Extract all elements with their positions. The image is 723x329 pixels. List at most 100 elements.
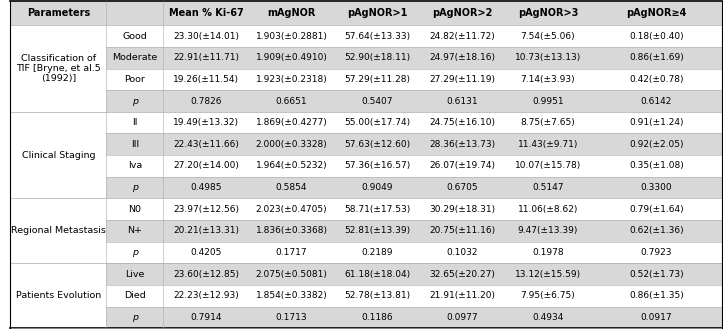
Text: mAgNOR: mAgNOR <box>268 8 316 18</box>
Bar <box>106 198 163 220</box>
Bar <box>591 112 722 134</box>
Bar <box>106 1 163 25</box>
Text: 52.78(±13.81): 52.78(±13.81) <box>344 291 410 300</box>
Bar <box>249 25 334 47</box>
Text: 0.4934: 0.4934 <box>532 313 563 322</box>
Text: 58.71(±17.53): 58.71(±17.53) <box>344 205 410 214</box>
Bar <box>334 47 420 68</box>
Text: 8.75(±7.65): 8.75(±7.65) <box>521 118 576 127</box>
Text: 13.12(±15.59): 13.12(±15.59) <box>515 270 581 279</box>
Text: 0.9049: 0.9049 <box>362 183 393 192</box>
Text: 0.5147: 0.5147 <box>532 183 564 192</box>
Bar <box>106 177 163 198</box>
Bar <box>106 264 163 285</box>
Bar <box>10 198 106 264</box>
Bar <box>505 285 591 307</box>
Text: 2.075(±0.5081): 2.075(±0.5081) <box>256 270 328 279</box>
Text: 19.49(±13.32): 19.49(±13.32) <box>173 118 239 127</box>
Text: 0.6131: 0.6131 <box>447 96 478 106</box>
Text: 0.35(±1.08): 0.35(±1.08) <box>629 162 684 170</box>
Text: 19.26(±11.54): 19.26(±11.54) <box>173 75 239 84</box>
Bar <box>106 90 163 112</box>
Text: 0.86(±1.69): 0.86(±1.69) <box>629 53 684 62</box>
Bar <box>249 134 334 155</box>
Bar <box>505 1 591 25</box>
Text: 52.81(±13.39): 52.81(±13.39) <box>344 226 410 236</box>
Text: 0.6651: 0.6651 <box>275 96 307 106</box>
Bar <box>106 25 163 47</box>
Text: 11.06(±8.62): 11.06(±8.62) <box>518 205 578 214</box>
Bar <box>249 112 334 134</box>
Text: 23.97(±12.56): 23.97(±12.56) <box>173 205 239 214</box>
Text: 1.909(±0.4910): 1.909(±0.4910) <box>256 53 328 62</box>
Bar <box>334 68 420 90</box>
Bar <box>249 307 334 328</box>
Text: 0.1032: 0.1032 <box>447 248 478 257</box>
Text: 1.836(±0.3368): 1.836(±0.3368) <box>255 226 328 236</box>
Text: 22.23(±12.93): 22.23(±12.93) <box>174 291 239 300</box>
Bar <box>249 155 334 177</box>
Bar <box>591 307 722 328</box>
Bar <box>591 68 722 90</box>
Bar <box>591 25 722 47</box>
Bar <box>249 242 334 264</box>
Text: 0.7914: 0.7914 <box>190 313 222 322</box>
Bar <box>420 264 505 285</box>
Bar <box>334 285 420 307</box>
Text: Moderate: Moderate <box>112 53 158 62</box>
Bar <box>249 1 334 25</box>
Bar <box>106 285 163 307</box>
Text: 9.47(±13.39): 9.47(±13.39) <box>518 226 578 236</box>
Bar <box>420 285 505 307</box>
Bar <box>163 177 249 198</box>
Text: p: p <box>132 313 138 322</box>
Bar <box>163 112 249 134</box>
Text: 23.60(±12.85): 23.60(±12.85) <box>173 270 239 279</box>
Bar <box>334 264 420 285</box>
Text: Live: Live <box>125 270 145 279</box>
Text: 0.4205: 0.4205 <box>190 248 222 257</box>
Text: 27.29(±11.19): 27.29(±11.19) <box>429 75 495 84</box>
Bar <box>163 198 249 220</box>
Text: 24.97(±18.16): 24.97(±18.16) <box>429 53 495 62</box>
Text: Clinical Staging: Clinical Staging <box>22 151 95 160</box>
Text: 0.7923: 0.7923 <box>641 248 672 257</box>
Bar <box>591 177 722 198</box>
Text: N+: N+ <box>127 226 142 236</box>
Bar <box>106 68 163 90</box>
Text: 24.82(±11.72): 24.82(±11.72) <box>429 32 495 40</box>
Text: 26.07(±19.74): 26.07(±19.74) <box>429 162 495 170</box>
Bar <box>420 90 505 112</box>
Bar <box>591 90 722 112</box>
Text: Regional Metastasis: Regional Metastasis <box>11 226 106 236</box>
Bar <box>334 112 420 134</box>
Text: 7.54(±5.06): 7.54(±5.06) <box>521 32 576 40</box>
Bar <box>163 285 249 307</box>
Bar <box>505 25 591 47</box>
Bar <box>249 47 334 68</box>
Bar <box>420 1 505 25</box>
Bar <box>420 220 505 242</box>
Text: Poor: Poor <box>124 75 145 84</box>
Text: 61.18(±18.04): 61.18(±18.04) <box>344 270 410 279</box>
Bar <box>249 198 334 220</box>
Bar <box>420 25 505 47</box>
Bar <box>334 134 420 155</box>
Text: 0.79(±1.64): 0.79(±1.64) <box>629 205 684 214</box>
Bar <box>420 198 505 220</box>
Bar <box>10 112 106 198</box>
Text: 1.903(±0.2881): 1.903(±0.2881) <box>256 32 328 40</box>
Text: 0.1186: 0.1186 <box>362 313 393 322</box>
Text: p: p <box>132 248 138 257</box>
Bar <box>334 25 420 47</box>
Bar <box>505 47 591 68</box>
Text: 20.21(±13.31): 20.21(±13.31) <box>173 226 239 236</box>
Text: 1.869(±0.4277): 1.869(±0.4277) <box>256 118 328 127</box>
Bar <box>505 68 591 90</box>
Text: Mean % Ki-67: Mean % Ki-67 <box>168 8 244 18</box>
Bar <box>505 155 591 177</box>
Bar <box>334 1 420 25</box>
Text: 0.6705: 0.6705 <box>447 183 478 192</box>
Text: 0.62(±1.36): 0.62(±1.36) <box>629 226 684 236</box>
Text: 0.1717: 0.1717 <box>275 248 307 257</box>
